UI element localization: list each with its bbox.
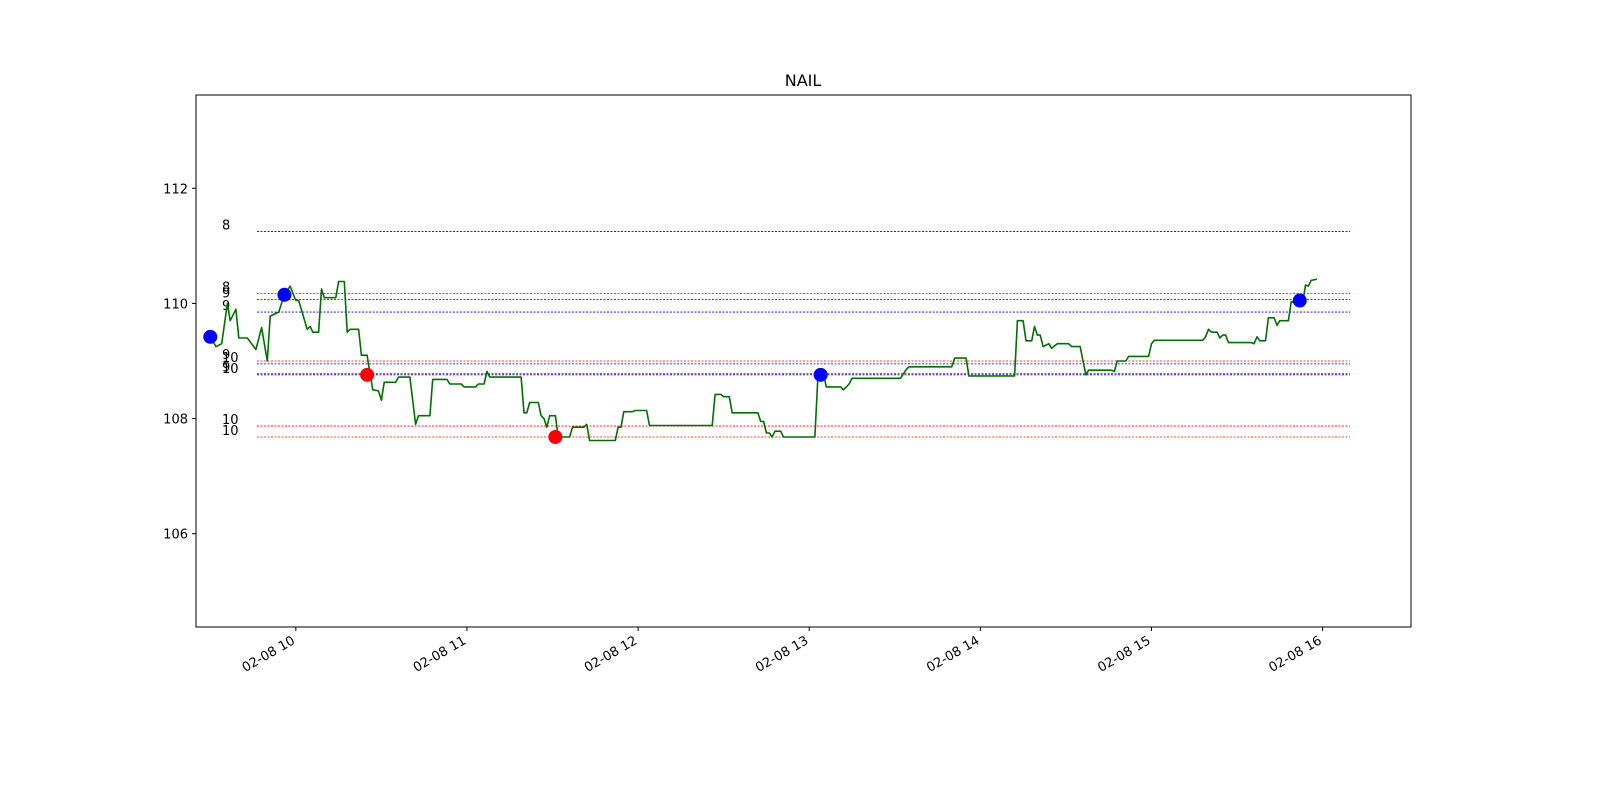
x-tick-label: 02-08 12 [582,633,640,675]
level-label: 9 [222,286,230,301]
y-tick-label: 110 [163,297,188,312]
sell-marker [360,367,375,382]
sell-marker [548,430,563,444]
level-label: 9 [222,299,230,314]
level-label: 9 [222,361,230,376]
x-tick-label: 02-08 14 [924,633,982,675]
level-label: 10 [222,424,239,439]
level-label: 8 [222,218,230,233]
buy-marker [1292,293,1307,308]
level-label: 10 [222,413,239,428]
buy-marker [813,367,828,382]
x-tick-label: 02-08 11 [411,633,469,675]
y-tick-label: 112 [163,182,188,197]
buy-marker [203,329,218,344]
buy-marker [277,287,292,302]
level-label: 10 [222,351,239,366]
y-axis: 106 108 110 112 [163,182,196,543]
level-label: 10 [222,362,239,377]
y-tick-label: 108 [163,413,188,428]
price-series [209,278,1318,442]
chart-title: NAIL [785,71,822,90]
x-tick-label: 02-08 13 [753,633,811,675]
x-axis: 02-08 10 02-08 11 02-08 12 02-08 13 02-08 14… [240,627,1325,676]
level-label: 8 [222,281,230,296]
x-tick-label: 02-08 16 [1266,633,1324,675]
trade-markers [203,287,1307,444]
x-tick-label: 02-08 10 [240,633,298,675]
x-tick-label: 02-08 15 [1095,633,1153,675]
level-label: 9 [222,348,230,363]
y-tick-label: 106 [163,528,188,543]
price-line [209,278,1318,442]
